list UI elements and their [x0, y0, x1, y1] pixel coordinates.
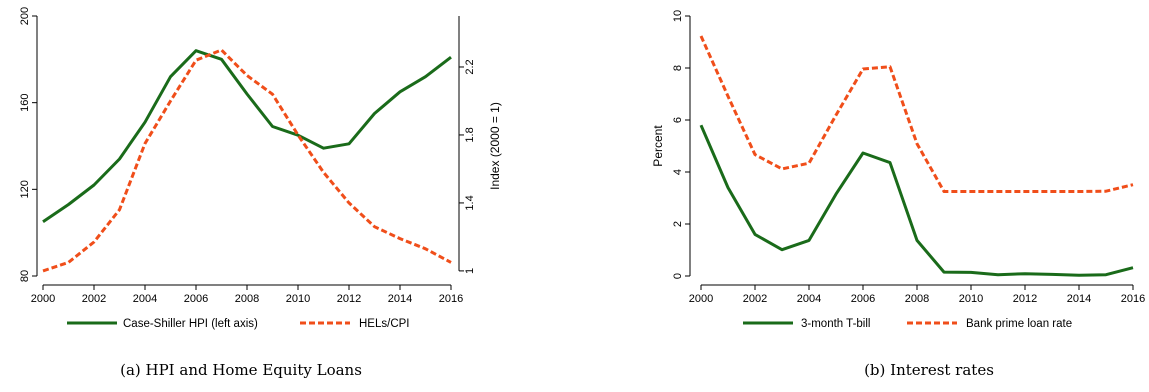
x-tick-label: 2012 [1013, 293, 1037, 305]
y-tick-label: 0 [672, 273, 684, 279]
legend-label-2: Bank prime loan rate [966, 318, 1072, 330]
y-tick-label: 200 [19, 7, 31, 25]
x-tick-label: 2008 [905, 293, 929, 305]
x-tick-label: 2014 [1067, 293, 1091, 305]
x-tick-label: 2004 [133, 293, 157, 305]
x-tick-label: 2006 [184, 293, 208, 305]
y-right-tick-label: 1.8 [464, 127, 476, 142]
x-tick-label: 2002 [82, 293, 106, 305]
x-tick-label: 2012 [337, 293, 361, 305]
x-tick-label: 2008 [235, 293, 259, 305]
y-tick-label: 10 [672, 10, 684, 22]
series-line-2 [699, 35, 1134, 193]
x-tick-label: 2010 [959, 293, 983, 305]
y-tick-label: 8 [672, 65, 684, 71]
y-axis-right-label: Index (2000 = 1) [488, 102, 502, 190]
series-line-2 [42, 48, 452, 273]
x-tick-label: 2000 [689, 293, 713, 305]
y-axis-label: Percent [651, 125, 665, 167]
y-right-tick-label: 1.4 [464, 195, 476, 210]
x-tick-label: 2006 [851, 293, 875, 305]
x-tick-label: 2004 [797, 293, 821, 305]
panel-caption: (a) HPI and Home Equity Loans [120, 361, 362, 379]
x-tick-label: 2000 [31, 293, 55, 305]
y-tick-label: 160 [19, 93, 31, 111]
legend-label-1: Case-Shiller HPI (left axis) [123, 318, 258, 330]
legend-label-2: HELs/CPI [359, 318, 410, 330]
y-right-tick-label: 1 [464, 268, 476, 274]
y-tick-label: 6 [672, 117, 684, 123]
x-tick-label: 2002 [743, 293, 767, 305]
series-line-1 [699, 124, 1134, 277]
y-tick-label: 120 [19, 180, 31, 198]
y-right-tick-label: 2.2 [464, 59, 476, 74]
x-tick-label: 2016 [439, 293, 463, 305]
y-tick-label: 2 [672, 221, 684, 227]
y-tick-label: 4 [672, 169, 684, 175]
y-tick-label: 80 [19, 270, 31, 282]
legend-label-1: 3-month T-bill [801, 318, 870, 330]
x-tick-label: 2016 [1121, 293, 1145, 305]
panel-caption: (b) Interest rates [864, 361, 994, 379]
x-tick-label: 2010 [286, 293, 310, 305]
series-line-1 [42, 49, 452, 224]
x-tick-label: 2014 [388, 293, 412, 305]
